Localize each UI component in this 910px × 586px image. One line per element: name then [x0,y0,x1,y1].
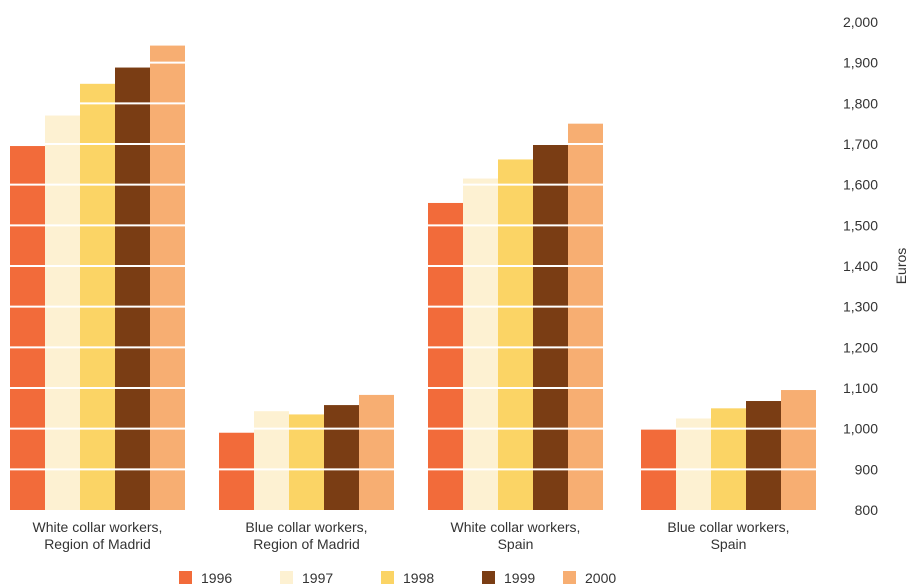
x-category-label: Spain [711,536,747,552]
x-category-label: White collar workers, [451,519,581,535]
legend-swatch-1996 [179,571,192,584]
bar-1998-cat4 [711,408,746,510]
x-category-label: Region of Madrid [253,536,360,552]
legend-swatch-2000 [563,571,576,584]
bar-1996-cat3 [428,202,463,510]
bar-1999-cat2 [324,405,359,510]
x-category-label: Region of Madrid [44,536,151,552]
bars-layer [10,45,816,511]
bar-2000-cat2 [359,394,394,510]
y-tick-label: 1,200 [843,339,878,355]
x-category-label: Blue collar workers, [667,519,789,535]
y-tick-label: 1,800 [843,95,878,111]
legend-swatch-1998 [381,571,394,584]
y-tick-label: 800 [855,502,879,518]
legend-swatch-1997 [280,571,293,584]
bar-1999-cat3 [533,144,568,510]
gridlines-layer [10,21,818,471]
y-tick-label: 1,400 [843,258,878,274]
legend-label-2000: 2000 [585,570,616,586]
y-tick-label: 1,700 [843,136,878,152]
legend-label-1996: 1996 [201,570,232,586]
bar-1997-cat2 [254,411,289,510]
y-tick-label: 1,500 [843,217,878,233]
bar-1997-cat1 [45,115,80,511]
legend-swatch-1999 [482,571,495,584]
x-category-label: White collar workers, [33,519,163,535]
legend-label-1997: 1997 [302,570,333,586]
y-axis: 800 900 1,000 1,100 1,200 1,300 1,400 1,500 1,60… [843,14,909,518]
x-axis-labels: White collar workers,Region of MadridBlu… [33,519,790,552]
bar-1997-cat4 [676,418,711,510]
legend-label-1999: 1999 [504,570,535,586]
bar-1998-cat3 [498,159,533,510]
bar-2000-cat1 [150,45,185,510]
legend: 1996 1997 1998 1999 2000 [179,570,616,586]
bar-1998-cat2 [289,414,324,510]
bar-1996-cat1 [10,146,45,511]
y-tick-label: 1,100 [843,380,878,396]
x-category-label: Spain [498,536,534,552]
y-tick-label: 900 [855,461,879,477]
bar-1999-cat4 [746,401,781,510]
bar-1999-cat1 [115,67,150,511]
y-axis-title: Euros [893,248,909,285]
legend-label-1998: 1998 [403,570,434,586]
y-tick-label: 1,300 [843,299,878,315]
y-tick-label: 1,000 [843,421,878,437]
y-tick-label: 1,600 [843,177,878,193]
bar-2000-cat3 [568,123,603,511]
bar-1998-cat1 [80,83,115,511]
y-tick-label: 2,000 [843,14,878,30]
bar-1996-cat2 [219,432,254,510]
bar-1997-cat3 [463,178,498,511]
bar-2000-cat4 [781,390,816,510]
y-tick-label: 1,900 [843,55,878,71]
x-category-label: Blue collar workers, [245,519,367,535]
